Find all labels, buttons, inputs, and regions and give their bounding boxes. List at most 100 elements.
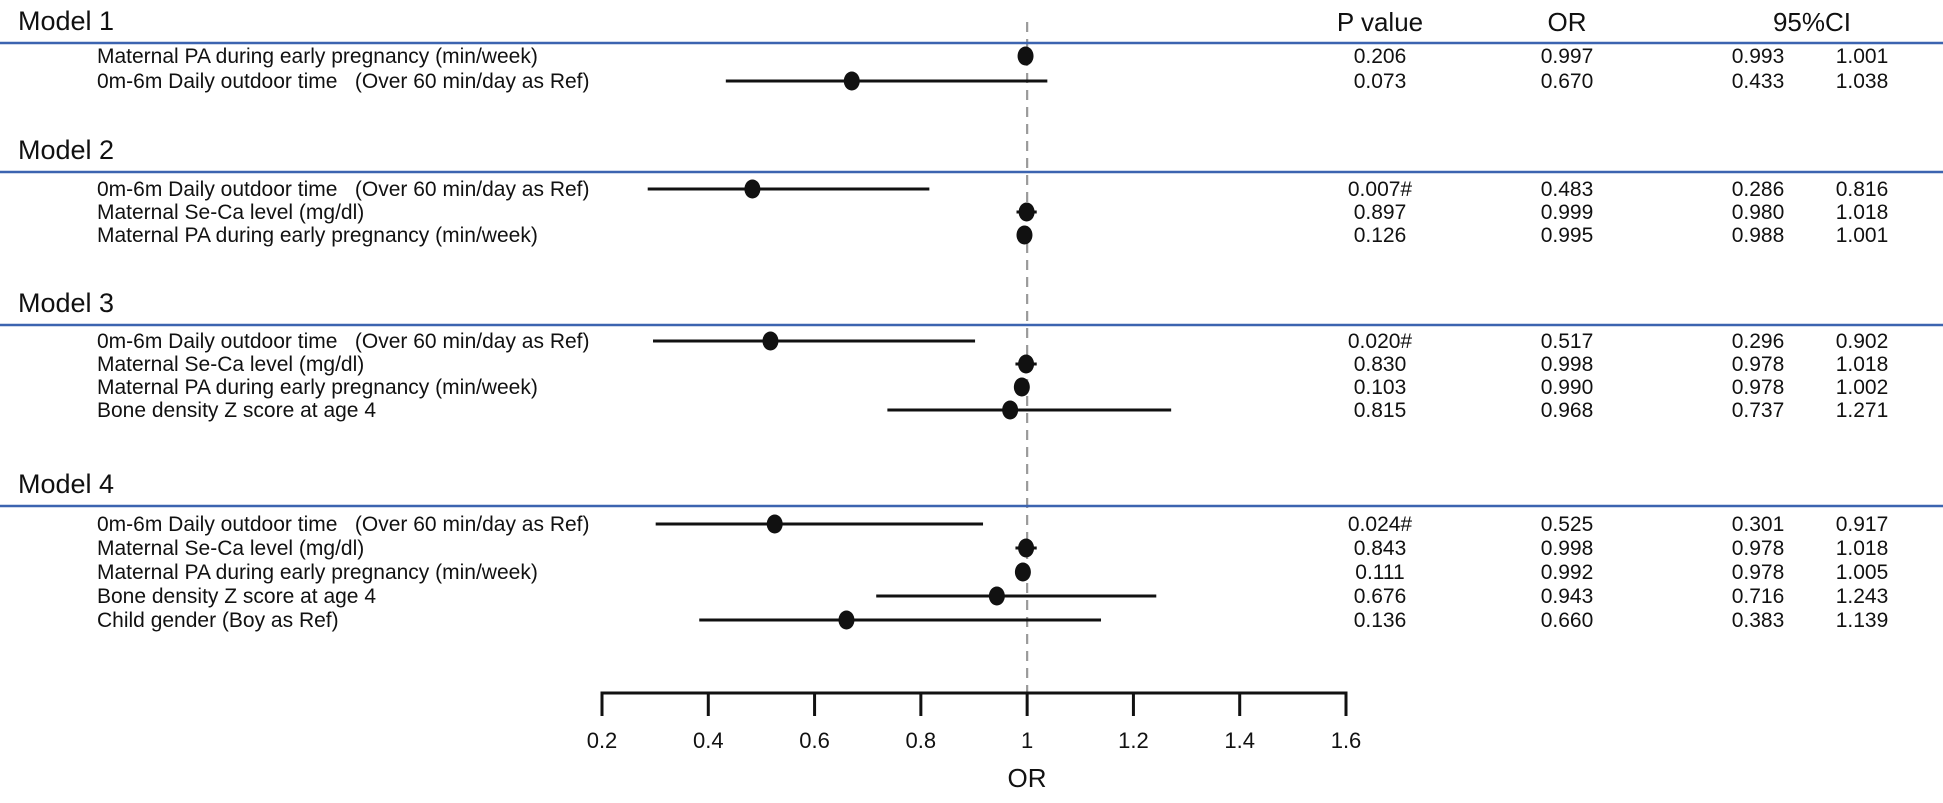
or-value: 0.670: [1541, 70, 1594, 93]
or-point: [766, 514, 783, 534]
p-value: 0.007#: [1348, 178, 1413, 201]
or-value: 0.660: [1541, 609, 1594, 632]
ci-high-value: 1.018: [1836, 353, 1889, 376]
or-value: 0.943: [1541, 585, 1594, 608]
or-point: [843, 71, 860, 91]
row-label: Child gender (Boy as Ref): [97, 609, 339, 632]
row-label: 0m-6m Daily outdoor time (Over 60 min/da…: [97, 330, 590, 353]
ci-low-value: 0.978: [1732, 353, 1785, 376]
forest-row: Maternal PA during early pregnancy (min/…: [97, 561, 1888, 584]
ci-high-value: 1.001: [1836, 224, 1889, 247]
forest-row: Child gender (Boy as Ref) 0.136 0.660 0.383…: [97, 609, 1888, 632]
p-value: 0.676: [1354, 585, 1407, 608]
p-value: 0.103: [1354, 376, 1407, 399]
row-label: Maternal Se-Ca level (mg/dl): [97, 201, 364, 224]
row-label: Maternal PA during early pregnancy (min/…: [97, 376, 538, 399]
ci-high-value: 1.005: [1836, 561, 1889, 584]
p-value: 0.897: [1354, 201, 1407, 224]
or-value: 0.998: [1541, 537, 1594, 560]
model-section: Model 1 Maternal PA during early pregnanc…: [0, 6, 1943, 93]
column-header-or: OR: [1548, 7, 1587, 37]
model-title: Model 2: [18, 135, 114, 165]
ci-high-value: 1.139: [1836, 609, 1889, 632]
x-axis: 0.2 0.4 0.6 0.8 1 1.2 1.4 1.6: [587, 691, 1362, 753]
row-label: Maternal PA during early pregnancy (min/…: [97, 45, 538, 68]
or-value: 0.992: [1541, 561, 1594, 584]
ci-low-value: 0.433: [1732, 70, 1785, 93]
forest-row: Maternal PA during early pregnancy (min/…: [97, 45, 1888, 68]
p-value: 0.830: [1354, 353, 1407, 376]
x-axis-tick-label: 0.6: [799, 728, 830, 753]
x-axis-tick-label: 0.4: [693, 728, 724, 753]
p-value: 0.111: [1355, 561, 1404, 584]
forest-row: 0m-6m Daily outdoor time (Over 60 min/da…: [97, 513, 1888, 536]
row-label: 0m-6m Daily outdoor time (Over 60 min/da…: [97, 178, 590, 201]
forest-row: Bone density Z score at age 4 0.676 0.943 0…: [97, 585, 1888, 608]
or-point: [1018, 354, 1035, 374]
or-value: 0.999: [1541, 201, 1594, 224]
row-label: Maternal Se-Ca level (mg/dl): [97, 537, 364, 560]
ci-high-value: 1.018: [1836, 201, 1889, 224]
x-axis-tick-label: 1.4: [1224, 728, 1255, 753]
ci-low-value: 0.978: [1732, 537, 1785, 560]
ci-low-value: 0.993: [1732, 45, 1785, 68]
ci-high-value: 1.001: [1836, 45, 1889, 68]
row-label: 0m-6m Daily outdoor time (Over 60 min/da…: [97, 513, 590, 536]
x-axis-tick-label: 0.8: [906, 728, 937, 753]
or-value: 0.525: [1541, 513, 1594, 536]
column-header-ci: 95%CI: [1773, 7, 1851, 37]
p-value: 0.843: [1354, 537, 1407, 560]
ci-low-value: 0.988: [1732, 224, 1785, 247]
forest-row: 0m-6m Daily outdoor time (Over 60 min/da…: [97, 330, 1888, 353]
ci-low-value: 0.716: [1732, 585, 1785, 608]
or-point: [1013, 377, 1030, 397]
or-point: [1018, 202, 1035, 222]
or-point: [1002, 400, 1019, 420]
row-label: Bone density Z score at age 4: [97, 399, 376, 422]
model-title: Model 3: [18, 288, 114, 318]
or-point: [1017, 46, 1034, 66]
ci-low-value: 0.286: [1732, 178, 1785, 201]
or-point: [838, 610, 855, 630]
forest-row: Maternal Se-Ca level (mg/dl) 0.830 0.998 0.…: [97, 353, 1888, 376]
or-value: 0.517: [1541, 330, 1594, 353]
forest-row: 0m-6m Daily outdoor time (Over 60 min/da…: [97, 178, 1888, 201]
ci-low-value: 0.383: [1732, 609, 1785, 632]
forest-row: Bone density Z score at age 4 0.815 0.968 0…: [97, 399, 1888, 422]
model-section: Model 2 0m-6m Daily outdoor time (Over 60…: [0, 135, 1943, 247]
p-value: 0.126: [1354, 224, 1407, 247]
p-value: 0.815: [1354, 399, 1407, 422]
or-value: 0.995: [1541, 224, 1594, 247]
p-value: 0.206: [1354, 45, 1407, 68]
or-value: 0.990: [1541, 376, 1594, 399]
or-value: 0.968: [1541, 399, 1594, 422]
x-axis-tick-label: 0.2: [587, 728, 618, 753]
or-point: [762, 331, 779, 351]
ci-low-value: 0.296: [1732, 330, 1785, 353]
row-label: Maternal Se-Ca level (mg/dl): [97, 353, 364, 376]
forest-row: Maternal Se-Ca level (mg/dl) 0.897 0.999 0.…: [97, 201, 1888, 224]
p-value: 0.073: [1354, 70, 1407, 93]
model-title: Model 1: [18, 6, 114, 36]
ci-low-value: 0.737: [1732, 399, 1785, 422]
or-point: [988, 586, 1005, 606]
or-value: 0.483: [1541, 178, 1594, 201]
x-axis-label: OR: [1008, 763, 1047, 793]
model-section: Model 3 0m-6m Daily outdoor time (Over 60…: [0, 288, 1943, 422]
x-axis-tick-label: 1.6: [1331, 728, 1362, 753]
or-point: [1016, 225, 1033, 245]
forest-row: Maternal Se-Ca level (mg/dl) 0.843 0.998 0.…: [97, 537, 1888, 560]
ci-high-value: 0.816: [1836, 178, 1889, 201]
ci-high-value: 1.018: [1836, 537, 1889, 560]
forest-row: Maternal PA during early pregnancy (min/…: [97, 376, 1888, 399]
p-value: 0.024#: [1348, 513, 1413, 536]
model-title: Model 4: [18, 469, 114, 499]
ci-high-value: 0.902: [1836, 330, 1889, 353]
p-value: 0.020#: [1348, 330, 1413, 353]
row-label: 0m-6m Daily outdoor time (Over 60 min/da…: [97, 70, 590, 93]
or-point: [1014, 562, 1031, 582]
x-axis-tick-label: 1.2: [1118, 728, 1149, 753]
or-point: [744, 179, 761, 199]
